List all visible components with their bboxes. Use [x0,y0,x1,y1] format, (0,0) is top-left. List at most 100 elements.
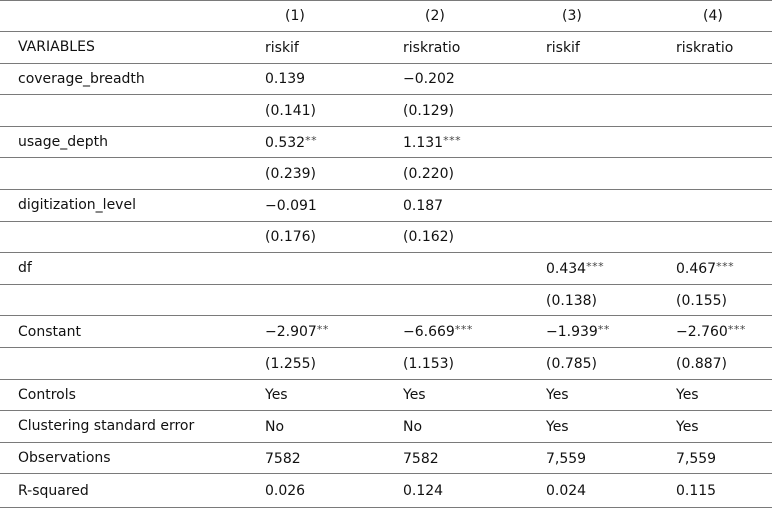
table-cell [661,126,772,159]
cell-value: −1.939 [546,324,598,341]
cell-value: (1.255) [265,355,317,372]
table-header-row: (1) (2) (3) (4) [0,0,772,32]
cell-value: (0.887) [676,355,728,372]
table-cell: 0.467*** [661,252,772,285]
table-cell [391,284,534,317]
row-label: coverage_breadth [0,63,253,96]
cell-value: Yes [676,418,699,435]
table-cell: 0.139 [253,63,391,96]
table-cell: Yes [661,379,772,412]
table-cell [534,126,661,159]
table-cell: Yes [253,379,391,412]
table-cell: 0.026 [253,473,391,508]
cell-value: 0.115 [676,483,717,500]
table-cell: 7582 [253,442,391,475]
table-cell [661,63,772,96]
cell-value: −2.760 [676,324,728,341]
table-cell: (0.138) [534,284,661,317]
cell-value: (1.153) [403,355,455,372]
table-cell: (0.176) [253,221,391,254]
cell-value: −2.907 [265,324,317,341]
table-row: coverage_breadth 0.139 −0.202 [0,63,772,96]
table-cell: No [253,410,391,443]
table-cell: 0.024 [534,473,661,508]
significance-stars: *** [716,259,735,273]
table-cell: 7582 [391,442,534,475]
table-cell: (1.255) [253,347,391,380]
row-label: R-squared [0,473,253,508]
table-row: (1.255) (1.153) (0.785) (0.887) [0,347,772,380]
table-cell: Yes [391,379,534,412]
table-cell [253,284,391,317]
cell-value: (0.129) [403,102,455,119]
cell-value: 0.467 [676,260,717,277]
table-row: Clustering standard error No No Yes Yes [0,410,772,443]
table-cell [661,157,772,190]
column-header-2: (2) [391,0,534,32]
row-label: Constant [0,315,253,348]
table-cell: −2.760*** [661,315,772,348]
cell-value: 0.532 [265,134,306,151]
significance-stars: ** [597,323,610,337]
cell-value: (0.138) [546,292,598,309]
table-cell: (0.239) [253,157,391,190]
table-cell: 0.434*** [534,252,661,285]
row-label [0,221,253,254]
table-cell: −6.669*** [391,315,534,348]
table-row: VARIABLES riskif riskratio riskif riskratio [0,31,772,64]
table-cell: Yes [661,410,772,443]
table-row: (0.141) (0.129) [0,94,772,127]
table-cell: −1.939** [534,315,661,348]
table-cell: (1.153) [391,347,534,380]
table-cell: (0.162) [391,221,534,254]
table-cell: 0.532** [253,126,391,159]
cell-value: (0.220) [403,166,455,183]
column-header-3: (3) [534,0,661,32]
table-cell [534,189,661,222]
table-row: Controls Yes Yes Yes Yes [0,379,772,412]
cell-value: riskratio [676,39,734,56]
table-cell: 0.115 [661,473,772,508]
row-label [0,347,253,380]
table-cell: −2.907** [253,315,391,348]
cell-value: 7,559 [546,450,587,467]
significance-stars: *** [443,133,462,147]
column-header-1: (1) [253,0,391,32]
table-cell: 0.187 [391,189,534,222]
cell-value: Yes [403,387,426,404]
table-cell: 7,559 [661,442,772,475]
table-cell: riskratio [391,31,534,64]
row-label [0,284,253,317]
cell-value: 7582 [265,450,301,467]
significance-stars: ** [316,323,329,337]
table-cell: riskif [253,31,391,64]
row-label [0,157,253,190]
table-row: df 0.434*** 0.467*** [0,252,772,285]
table-cell [253,252,391,285]
table-row: Observations 7582 7582 7,559 7,559 [0,442,772,475]
cell-value: (0.785) [546,355,598,372]
significance-stars: *** [727,323,746,337]
cell-value: 0.434 [546,260,587,277]
row-label: VARIABLES [0,31,253,64]
table-cell: −0.202 [391,63,534,96]
cell-value: 7,559 [676,450,717,467]
table-cell: riskif [534,31,661,64]
cell-value: −0.091 [265,197,317,214]
significance-stars: *** [454,323,473,337]
table-cell [391,252,534,285]
table-cell [661,94,772,127]
cell-value: −0.202 [403,71,455,88]
table-cell: (0.141) [253,94,391,127]
row-label: Clustering standard error [0,410,253,443]
cell-value: riskif [546,39,580,56]
cell-value: (0.155) [676,292,728,309]
cell-value: 7582 [403,450,439,467]
cell-value: riskif [265,39,299,56]
cell-value: Yes [676,387,699,404]
table-cell [534,221,661,254]
table-cell [661,189,772,222]
row-label [0,94,253,127]
